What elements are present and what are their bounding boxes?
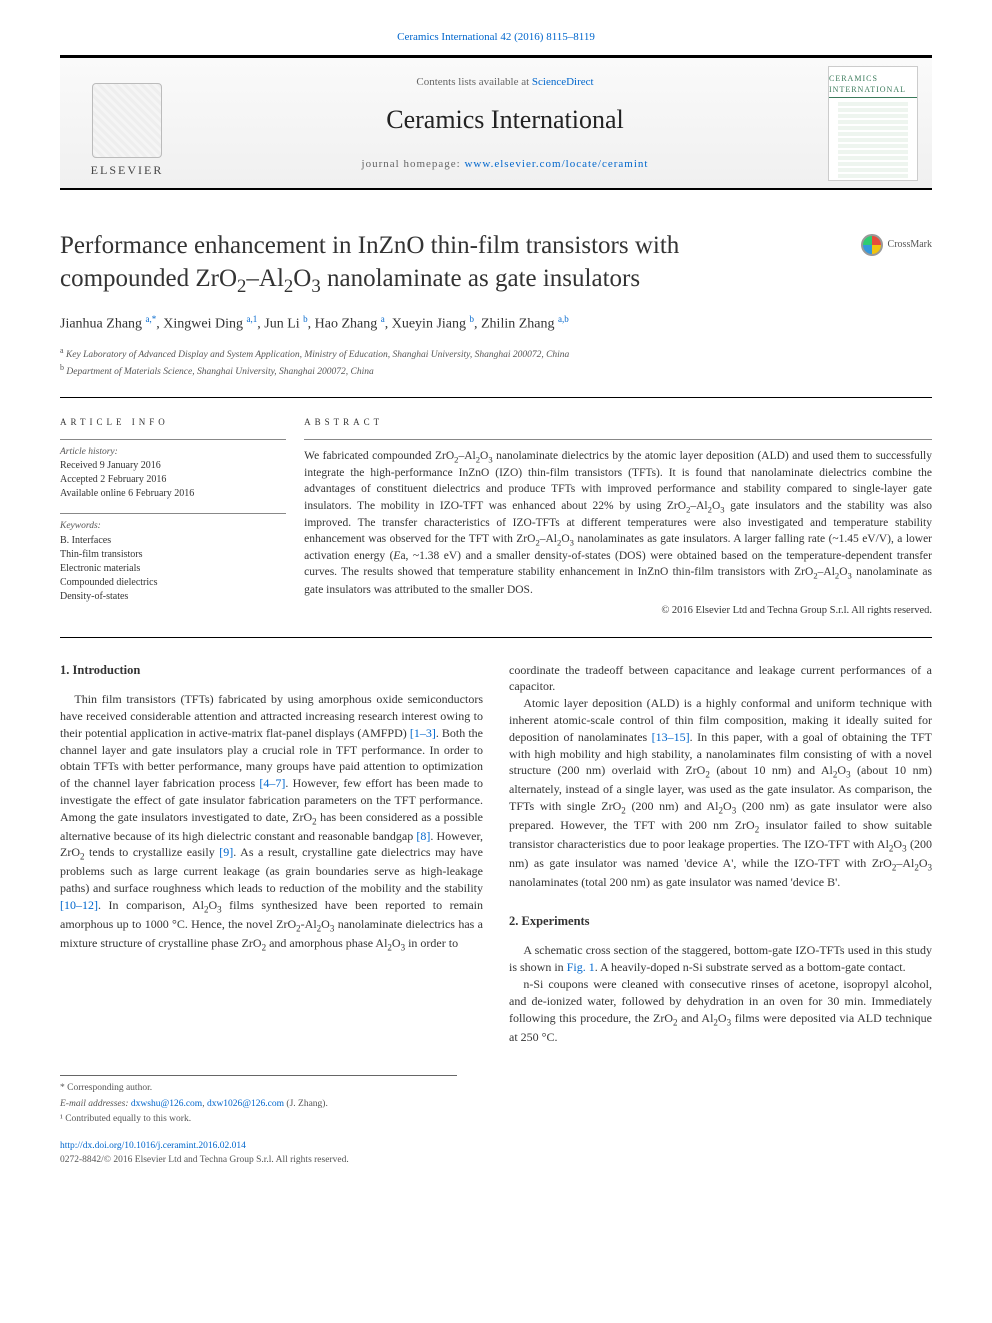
- homepage-link[interactable]: www.elsevier.com/locate/ceramint: [464, 158, 648, 170]
- info-abstract-row: ARTICLE INFO Article history: Received 9…: [60, 416, 932, 618]
- article-info-col: ARTICLE INFO Article history: Received 9…: [60, 416, 304, 618]
- footnotes: * Corresponding author. E-mail addresses…: [60, 1075, 457, 1126]
- affiliation-a: a Key Laboratory of Advanced Display and…: [60, 345, 932, 362]
- right-para-3: n-Si coupons were cleaned with consecuti…: [509, 976, 932, 1045]
- abstract-copyright: © 2016 Elsevier Ltd and Techna Group S.r…: [304, 604, 932, 619]
- elsevier-label: ELSEVIER: [91, 162, 164, 179]
- citation-link[interactable]: Ceramics International 42 (2016) 8115–81…: [397, 31, 595, 43]
- history-1: Accepted 2 February 2016: [60, 473, 286, 487]
- abstract-col: ABSTRACT We fabricated compounded ZrO2–A…: [304, 416, 932, 618]
- elsevier-logo: ELSEVIER: [72, 68, 182, 178]
- affiliation-b: b Department of Materials Science, Shang…: [60, 362, 932, 379]
- body-columns: 1. Introduction Thin film transistors (T…: [60, 662, 932, 1046]
- doi-link[interactable]: http://dx.doi.org/10.1016/j.ceramint.201…: [60, 1141, 246, 1151]
- body-col-right: coordinate the tradeoff between capacita…: [509, 662, 932, 1046]
- kw-2: Electronic materials: [60, 562, 286, 576]
- homepage-line: journal homepage: www.elsevier.com/locat…: [182, 157, 828, 172]
- crossmark-badge[interactable]: CrossMark: [861, 234, 932, 256]
- rule-top: [60, 397, 932, 398]
- fn-email: E-mail addresses: dxwshu@126.com, dxw102…: [60, 1098, 457, 1111]
- sciencedirect-link[interactable]: ScienceDirect: [532, 76, 594, 88]
- homepage-prefix: journal homepage:: [362, 158, 465, 170]
- kw-3: Compounded dielectrics: [60, 576, 286, 590]
- info-rule-2: [60, 513, 286, 514]
- bottom-block: http://dx.doi.org/10.1016/j.ceramint.201…: [60, 1140, 932, 1167]
- rule-bottom-abstract: [60, 637, 932, 638]
- header-center: Contents lists available at ScienceDirec…: [182, 75, 828, 172]
- fn-email-addresses: dxwshu@126.com, dxw1026@126.com (J. Zhan…: [131, 1099, 328, 1109]
- info-rule: [60, 439, 286, 440]
- fn-contrib: ¹ Contributed equally to this work.: [60, 1113, 457, 1126]
- right-para-2: A schematic cross section of the stagger…: [509, 942, 932, 976]
- keywords-block: Keywords: B. Interfaces Thin-film transi…: [60, 520, 286, 603]
- intro-heading: 1. Introduction: [60, 662, 483, 680]
- authors-line: Jianhua Zhang a,*, Xingwei Ding a,1, Jun…: [60, 313, 932, 334]
- fn-corr: * Corresponding author.: [60, 1082, 457, 1095]
- history-label: Article history:: [60, 446, 286, 459]
- abstract-label: ABSTRACT: [304, 416, 932, 429]
- journal-header: ELSEVIER Contents lists available at Sci…: [60, 55, 932, 190]
- article-head: CrossMark Performance enhancement in InZ…: [60, 230, 932, 299]
- crossmark-label: CrossMark: [888, 238, 932, 252]
- body-col-left: 1. Introduction Thin film transistors (T…: [60, 662, 483, 1046]
- history-0: Received 9 January 2016: [60, 459, 286, 473]
- abstract-text: We fabricated compounded ZrO2–Al2O3 nano…: [304, 448, 932, 598]
- contents-lists-line: Contents lists available at ScienceDirec…: [182, 75, 828, 90]
- issn-line: 0272-8842/© 2016 Elsevier Ltd and Techna…: [60, 1154, 932, 1167]
- contents-lists-prefix: Contents lists available at: [416, 76, 531, 88]
- article-info-label: ARTICLE INFO: [60, 416, 286, 429]
- crossmark-icon: [861, 234, 883, 256]
- abstract-rule: [304, 439, 932, 440]
- keywords-label: Keywords:: [60, 520, 286, 533]
- journal-name: Ceramics International: [182, 102, 828, 138]
- citation-line: Ceramics International 42 (2016) 8115–81…: [0, 0, 992, 55]
- kw-4: Density-of-states: [60, 590, 286, 604]
- affiliations: a Key Laboratory of Advanced Display and…: [60, 345, 932, 380]
- history-block: Article history: Received 9 January 2016…: [60, 446, 286, 501]
- cover-body-placeholder: [838, 102, 908, 180]
- right-para-0: coordinate the tradeoff between capacita…: [509, 662, 932, 696]
- fn-email-prefix: E-mail addresses:: [60, 1099, 131, 1109]
- elsevier-tree-icon: [92, 83, 162, 158]
- journal-cover-thumb: CERAMICS INTERNATIONAL: [828, 66, 918, 181]
- cover-title: CERAMICS INTERNATIONAL: [829, 73, 917, 98]
- right-para-1: Atomic layer deposition (ALD) is a highl…: [509, 695, 932, 891]
- history-2: Available online 6 February 2016: [60, 487, 286, 501]
- kw-1: Thin-film transistors: [60, 548, 286, 562]
- article-title: Performance enhancement in InZnO thin-fi…: [60, 230, 758, 299]
- exp-heading: 2. Experiments: [509, 913, 932, 931]
- kw-0: B. Interfaces: [60, 534, 286, 548]
- intro-para-1: Thin film transistors (TFTs) fabricated …: [60, 691, 483, 954]
